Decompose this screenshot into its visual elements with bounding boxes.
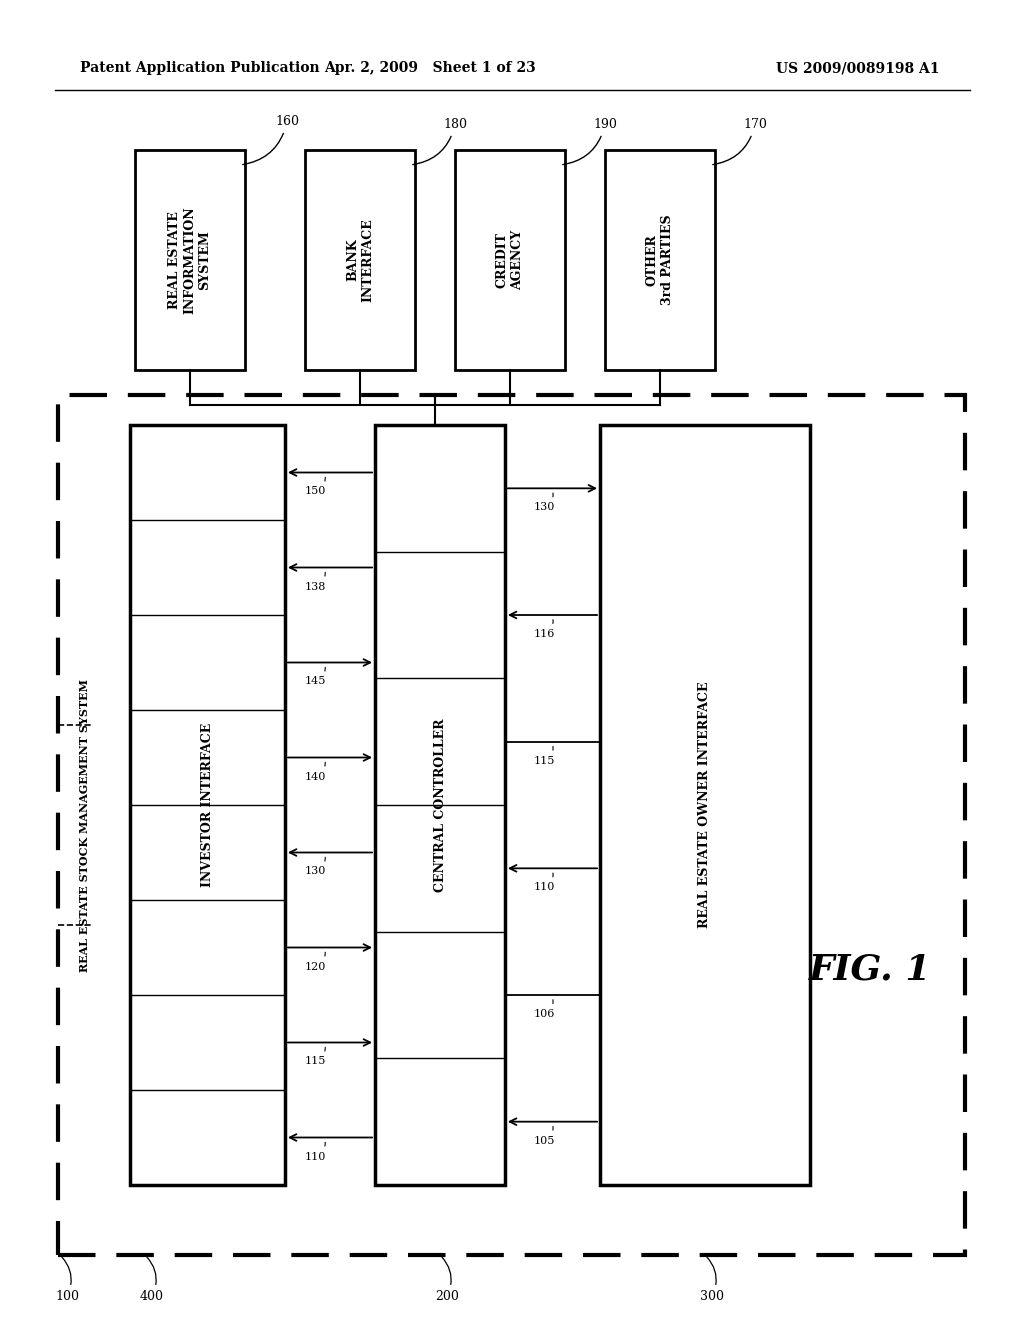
Text: CENTRAL CONTROLLER: CENTRAL CONTROLLER bbox=[433, 718, 446, 892]
Bar bbox=[58, 395, 965, 1255]
Text: 180: 180 bbox=[413, 117, 467, 165]
Text: 130: 130 bbox=[534, 494, 555, 512]
Text: 190: 190 bbox=[563, 117, 616, 165]
Bar bbox=[130, 425, 285, 1185]
Text: 115: 115 bbox=[304, 1047, 326, 1067]
Text: 105: 105 bbox=[534, 1126, 555, 1146]
Text: 130: 130 bbox=[304, 857, 326, 876]
Text: REAL ESTATE STOCK MANAGEMENT SYSTEM: REAL ESTATE STOCK MANAGEMENT SYSTEM bbox=[80, 678, 90, 972]
Bar bbox=[375, 425, 505, 1185]
Text: INVESTOR INTERFACE: INVESTOR INTERFACE bbox=[201, 723, 214, 887]
Text: 115: 115 bbox=[534, 746, 555, 766]
Text: 140: 140 bbox=[304, 762, 326, 781]
Text: 150: 150 bbox=[304, 478, 326, 496]
Text: REAL ESTATE
INFORMATION
SYSTEM: REAL ESTATE INFORMATION SYSTEM bbox=[169, 206, 212, 314]
Text: Patent Application Publication: Patent Application Publication bbox=[80, 61, 319, 75]
Text: 106: 106 bbox=[534, 999, 555, 1019]
Text: 200: 200 bbox=[435, 1257, 459, 1303]
Bar bbox=[135, 150, 245, 370]
Text: 110: 110 bbox=[304, 1142, 326, 1162]
Text: 170: 170 bbox=[713, 117, 767, 165]
Text: 100: 100 bbox=[55, 1257, 79, 1303]
Text: Apr. 2, 2009   Sheet 1 of 23: Apr. 2, 2009 Sheet 1 of 23 bbox=[325, 61, 536, 75]
Bar bbox=[305, 150, 415, 370]
Text: CREDIT
AGENCY: CREDIT AGENCY bbox=[496, 230, 524, 290]
Text: 160: 160 bbox=[243, 115, 299, 165]
Bar bbox=[600, 425, 810, 1185]
Bar bbox=[605, 150, 715, 370]
Text: 120: 120 bbox=[304, 952, 326, 972]
Text: BANK
INTERFACE: BANK INTERFACE bbox=[346, 218, 374, 302]
Text: REAL ESTATE OWNER INTERFACE: REAL ESTATE OWNER INTERFACE bbox=[698, 681, 712, 928]
Text: OTHER
3rd PARTIES: OTHER 3rd PARTIES bbox=[646, 215, 674, 305]
Bar bbox=[455, 150, 565, 370]
Text: 116: 116 bbox=[534, 619, 555, 639]
Text: 145: 145 bbox=[304, 668, 326, 686]
Text: 300: 300 bbox=[700, 1257, 724, 1303]
Text: 110: 110 bbox=[534, 873, 555, 892]
Text: US 2009/0089198 A1: US 2009/0089198 A1 bbox=[776, 61, 940, 75]
Text: FIG. 1: FIG. 1 bbox=[809, 953, 931, 987]
Text: 400: 400 bbox=[140, 1257, 164, 1303]
Text: 138: 138 bbox=[304, 573, 326, 591]
